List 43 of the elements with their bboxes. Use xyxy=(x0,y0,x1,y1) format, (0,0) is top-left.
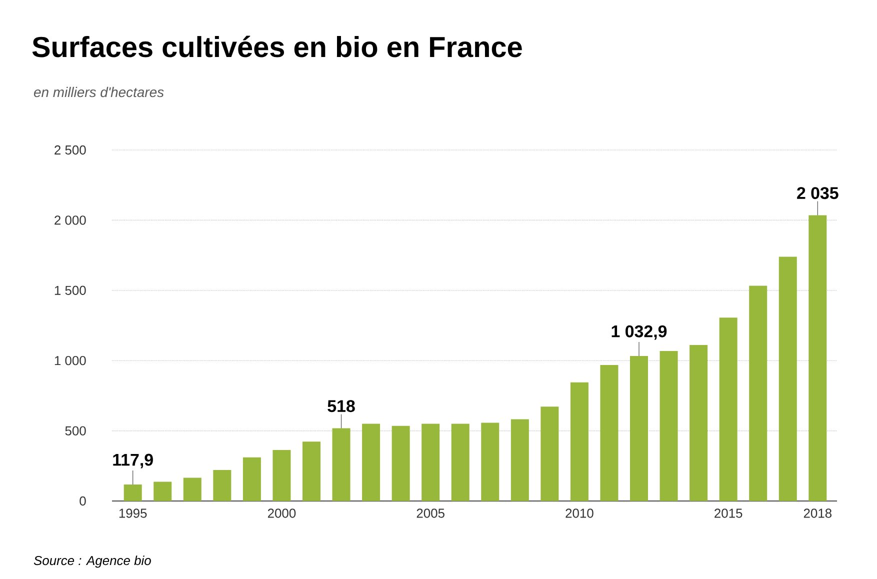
bar xyxy=(660,351,678,501)
bar xyxy=(778,256,797,501)
bar xyxy=(242,457,261,501)
bar xyxy=(154,482,172,501)
bar xyxy=(272,450,291,501)
bar xyxy=(481,422,500,501)
y-tick-label: 500 xyxy=(65,426,86,436)
bar xyxy=(540,406,559,501)
chart-subtitle: en milliers d'hectares xyxy=(34,86,164,98)
bar xyxy=(510,419,529,501)
bar xyxy=(362,424,380,501)
x-tick-label: 2010 xyxy=(566,508,594,518)
data-label: 117,9 xyxy=(113,454,153,468)
x-tick-label: 2005 xyxy=(416,508,444,518)
y-tick-label: 0 xyxy=(80,496,86,506)
bar xyxy=(392,426,410,501)
bar xyxy=(749,286,768,501)
bar xyxy=(451,424,470,501)
x-tick-label: 1995 xyxy=(119,508,147,518)
data-label: 2 035 xyxy=(797,187,838,200)
y-tick-label: 1 500 xyxy=(54,286,86,295)
y-tick-label: 1 000 xyxy=(54,356,86,366)
data-label: 518 xyxy=(328,400,355,412)
bar xyxy=(570,382,588,501)
bar xyxy=(302,442,320,501)
x-tick-label: 2018 xyxy=(804,508,832,518)
bar xyxy=(719,318,738,501)
x-tick-label: 2015 xyxy=(714,508,742,518)
bar xyxy=(630,356,648,501)
bar xyxy=(808,215,827,501)
bar xyxy=(332,428,350,501)
bar xyxy=(183,478,202,501)
y-tick-label: 2 000 xyxy=(54,216,86,225)
bar xyxy=(124,484,142,501)
source-note: Source : Agence bio xyxy=(34,556,151,568)
bar xyxy=(213,470,232,501)
data-label: 1 032,9 xyxy=(612,325,667,340)
bar xyxy=(600,364,618,501)
x-tick-label: 2000 xyxy=(268,508,296,518)
bar xyxy=(690,345,708,501)
bar xyxy=(422,424,440,501)
chart-title: Surfaces cultivées en bio en France xyxy=(32,36,522,58)
y-tick-label: 2 500 xyxy=(54,145,86,155)
